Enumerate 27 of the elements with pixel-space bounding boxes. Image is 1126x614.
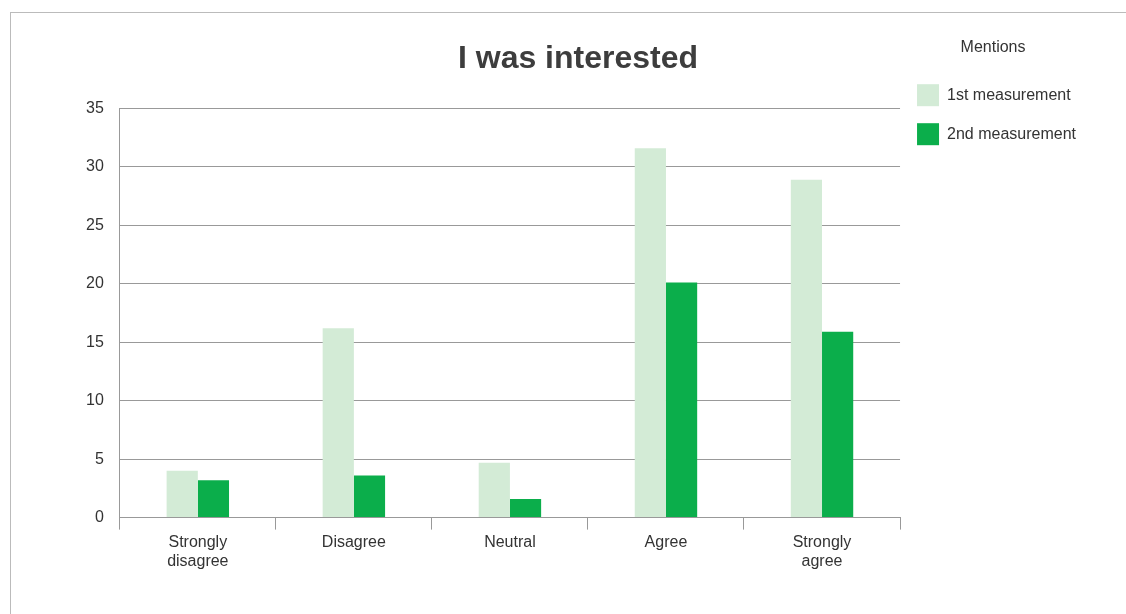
- x-tick-label: Neutral: [484, 532, 536, 550]
- bar: [166, 470, 198, 518]
- x-tick-label: Agree: [644, 532, 688, 550]
- y-tick-label: 0: [94, 508, 104, 526]
- bar: [197, 480, 230, 518]
- bar: [634, 148, 666, 518]
- y-tick-label: 10: [86, 391, 104, 409]
- chart-title: I was interested: [457, 39, 699, 76]
- y-tick-label: 20: [86, 274, 104, 292]
- y-tick-label: 25: [86, 215, 104, 233]
- x-tick-label: Strongly disagree: [167, 532, 229, 569]
- bar: [322, 328, 354, 518]
- y-tick-label: 35: [86, 98, 104, 116]
- y-tick-label: 30: [86, 157, 104, 175]
- legend-label: 2nd measurement: [947, 124, 1077, 142]
- bar: [478, 462, 510, 518]
- y-tick-label: 5: [94, 449, 104, 467]
- bar: [822, 331, 854, 518]
- x-tick-label: Strongly agree: [792, 532, 852, 569]
- legend-title: Mentions: [960, 38, 1026, 56]
- y-tick-label: 15: [86, 332, 104, 350]
- x-tick-label: Disagree: [321, 532, 386, 550]
- bar: [353, 475, 386, 518]
- legend-label: 1st measurement: [947, 85, 1072, 103]
- bar: [509, 498, 542, 518]
- bar: [790, 179, 823, 518]
- bar: [665, 282, 698, 518]
